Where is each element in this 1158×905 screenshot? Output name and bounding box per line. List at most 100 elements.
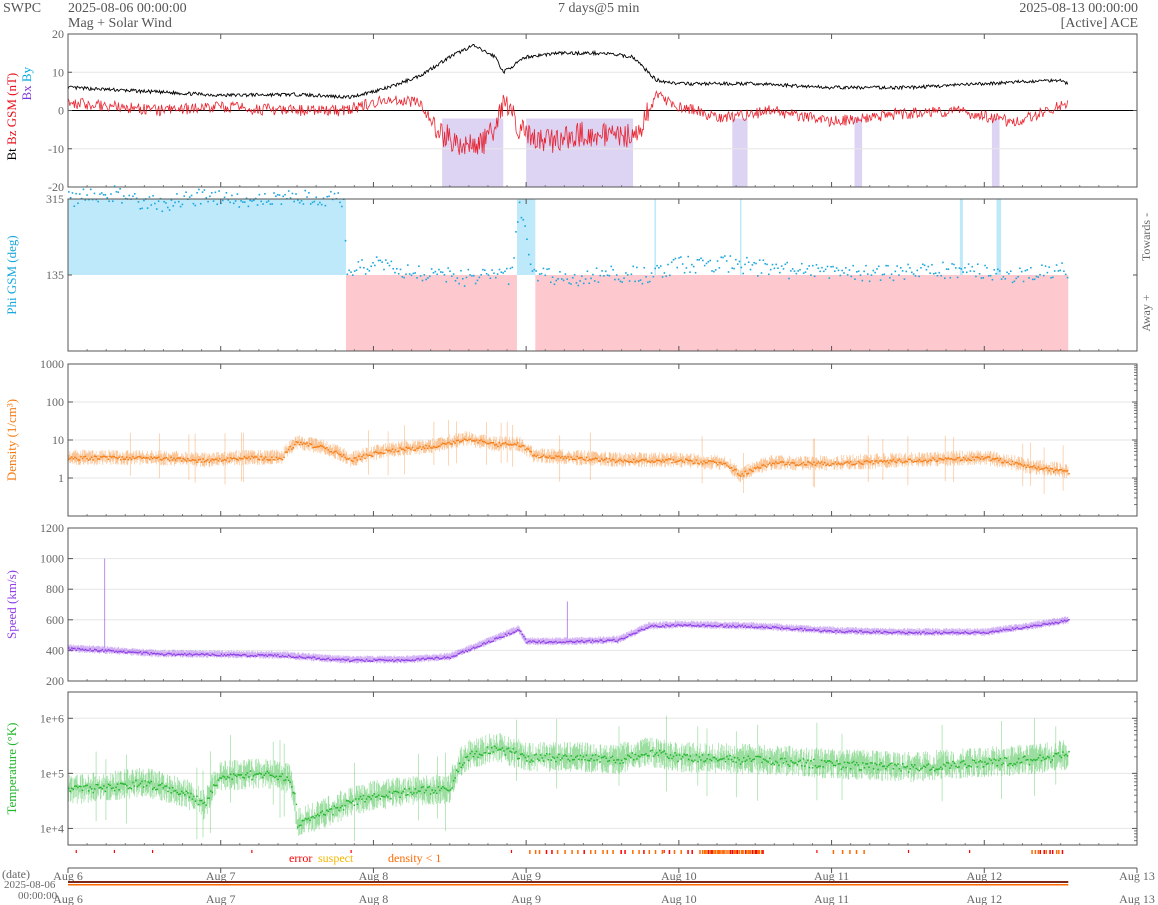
temperature-point	[475, 750, 478, 753]
speed-point	[848, 630, 850, 632]
temperature-point	[1023, 755, 1026, 758]
phi-point	[861, 279, 864, 282]
speed-point	[197, 654, 200, 656]
temperature-point	[587, 759, 589, 762]
speed-point	[323, 658, 325, 660]
temperature-point	[368, 796, 371, 798]
density-point	[1045, 466, 1047, 469]
density-point	[683, 461, 685, 464]
phi-point	[746, 256, 748, 259]
phi-point	[982, 277, 985, 279]
temperature-point	[939, 766, 942, 769]
phi-point	[777, 267, 779, 270]
speed-point	[851, 629, 853, 632]
speed-point	[1040, 624, 1043, 627]
temperature-point	[571, 759, 574, 761]
phi-point	[1017, 275, 1019, 278]
phi-ytick-label: 315	[46, 192, 64, 206]
phi-point	[960, 268, 963, 270]
density-point	[869, 461, 872, 464]
phi-point	[174, 201, 176, 204]
temperature-point	[973, 759, 976, 762]
speed-point	[153, 652, 156, 655]
density-point	[883, 459, 885, 462]
density-point	[387, 450, 389, 452]
speed-point	[286, 656, 288, 658]
temperature-point	[315, 815, 317, 817]
speed-point	[949, 632, 951, 634]
speed-point	[805, 629, 808, 631]
density-point	[458, 441, 461, 443]
speed-point	[1068, 619, 1070, 621]
phi-point	[251, 200, 253, 202]
temperature-point	[367, 795, 369, 798]
density-point	[100, 456, 102, 458]
temperature-point	[1049, 761, 1052, 763]
density-point	[255, 456, 258, 458]
density-point	[732, 469, 734, 472]
phi-point	[247, 205, 250, 208]
phi-point	[421, 279, 424, 282]
speed-point	[718, 625, 721, 627]
density-point	[222, 459, 224, 462]
phi-point	[736, 263, 739, 265]
speed-point	[1039, 624, 1041, 627]
phi-point	[658, 267, 660, 269]
phi-point	[821, 266, 823, 269]
speed-point	[614, 640, 617, 643]
speed-point	[674, 625, 676, 627]
phi-point	[434, 270, 437, 273]
speed-point	[984, 632, 986, 634]
temperature-point	[1045, 757, 1047, 760]
temperature-point	[527, 755, 530, 758]
phi-point	[775, 263, 777, 266]
speed-point	[939, 633, 942, 635]
speed-point	[878, 630, 881, 632]
density-point	[790, 462, 792, 464]
density-point	[773, 463, 776, 465]
phi-point	[626, 274, 629, 276]
density-point	[921, 460, 924, 463]
speed-point	[255, 655, 258, 657]
density-point	[622, 461, 624, 463]
density-point	[84, 455, 87, 458]
speed-point	[481, 643, 484, 645]
speed-ytick-label: 1200	[40, 521, 64, 535]
speed-point	[347, 658, 349, 661]
speed-point	[184, 652, 186, 655]
temperature-point	[474, 753, 476, 755]
speed-point	[1042, 623, 1044, 625]
temperature-point	[339, 806, 342, 809]
temperature-point	[958, 766, 960, 768]
phi-point	[826, 265, 829, 268]
speed-point	[1022, 626, 1024, 629]
density-point	[845, 461, 847, 463]
speed-point	[732, 624, 734, 627]
temperature-point	[742, 756, 745, 759]
phi-point	[769, 268, 772, 271]
temperature-point	[173, 790, 175, 792]
date-tick-label: Aug 13	[1119, 869, 1155, 883]
phi-point	[942, 261, 944, 264]
density-point	[794, 464, 797, 466]
speed-point	[689, 623, 692, 626]
density-point	[127, 458, 130, 461]
temperature-point	[669, 754, 672, 756]
density-point	[1020, 464, 1023, 466]
flag-mark	[668, 850, 671, 854]
bz-southward-shade	[854, 118, 863, 187]
density-point	[205, 459, 207, 462]
phi-point	[1052, 276, 1054, 279]
temperature-point	[675, 754, 678, 756]
phi-point	[179, 205, 182, 208]
phi-point	[121, 201, 123, 204]
phi-point	[201, 191, 204, 193]
temperature-point	[570, 755, 572, 757]
speed-point	[124, 651, 127, 654]
phi-point	[324, 204, 327, 207]
temperature-point	[826, 760, 829, 762]
temperature-point	[196, 795, 198, 798]
density-point	[820, 461, 823, 463]
speed-point	[918, 631, 921, 634]
